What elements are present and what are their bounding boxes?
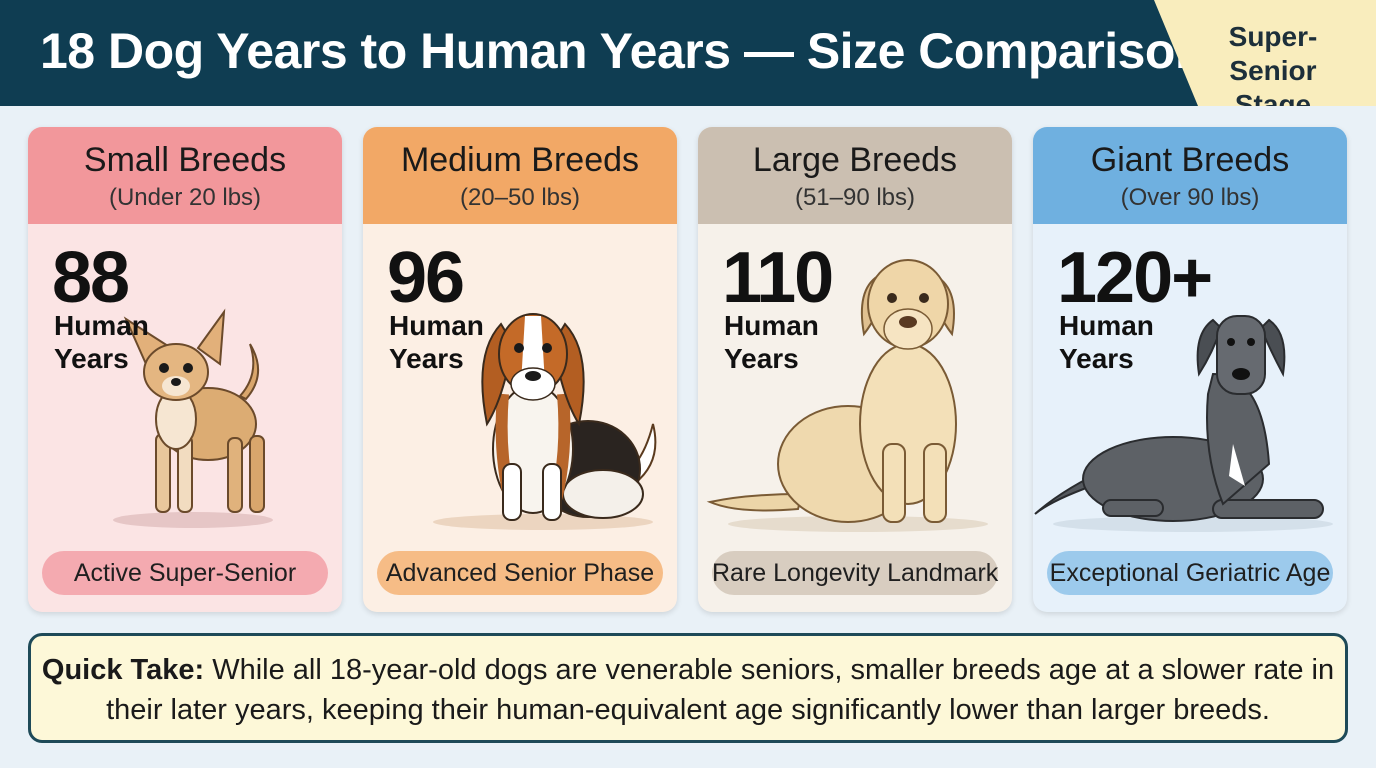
human-label: Human xyxy=(54,310,149,341)
quick-take-label: Quick Take: xyxy=(41,654,205,686)
phase-badge: Exceptional Geriatric Age xyxy=(1047,551,1333,595)
chihuahua-icon xyxy=(113,308,273,528)
human-label: Human xyxy=(389,310,484,341)
human-label: Human xyxy=(724,310,819,341)
header-bar: 18 Dog Years to Human Years — Size Compa… xyxy=(0,0,1376,106)
human-age-value: 120+ xyxy=(1057,238,1213,318)
labrador-icon xyxy=(706,259,988,532)
card-header: Giant Breeds (Over 90 lbs) xyxy=(1033,127,1347,224)
quick-take-text: While all 18-year-old dogs are venerable… xyxy=(106,654,1335,726)
page-title: 18 Dog Years to Human Years — Size Compa… xyxy=(40,23,1205,79)
human-years-label: Human Years xyxy=(1059,309,1154,375)
phase-badge: Active Super-Senior xyxy=(42,551,328,595)
years-label: Years xyxy=(54,343,129,374)
card-title: Small Breeds xyxy=(83,141,287,179)
card-header: Large Breeds (51–90 lbs) xyxy=(698,127,1012,224)
human-years-label: Human Years xyxy=(389,309,484,375)
card-title: Giant Breeds xyxy=(1090,141,1290,179)
human-years-label: Human Years xyxy=(724,309,819,375)
years-label: Years xyxy=(389,343,464,374)
years-label: Years xyxy=(724,343,799,374)
breed-card-small: Small Breeds (Under 20 lbs) 88 Human Yea… xyxy=(28,127,342,612)
human-age-value: 96 xyxy=(387,238,465,318)
card-subtitle: (Under 20 lbs) xyxy=(108,184,262,211)
quick-take-box: Quick Take: While all 18-year-old dogs a… xyxy=(28,633,1348,743)
card-title: Medium Breeds xyxy=(400,141,640,179)
great-dane-icon xyxy=(1034,315,1333,532)
stage-badge: Super-Senior Stage xyxy=(1154,0,1376,106)
phase-badge: Rare Longevity Landmark xyxy=(712,551,998,595)
card-header: Medium Breeds (20–50 lbs) xyxy=(363,127,677,224)
human-years-label: Human Years xyxy=(54,309,149,375)
breed-card-medium: Medium Breeds (20–50 lbs) 96 Human Years… xyxy=(363,127,677,612)
card-subtitle: (Over 90 lbs) xyxy=(1120,184,1260,211)
breed-card-giant: Giant Breeds (Over 90 lbs) 120+ Human Ye… xyxy=(1033,127,1347,612)
stage-badge-label: Super-Senior Stage xyxy=(1228,21,1318,120)
card-subtitle: (20–50 lbs) xyxy=(459,184,581,211)
card-subtitle: (51–90 lbs) xyxy=(794,184,916,211)
card-title: Large Breeds xyxy=(752,141,958,179)
card-header: Small Breeds (Under 20 lbs) xyxy=(28,127,342,224)
phase-badge: Advanced Senior Phase xyxy=(377,551,663,595)
human-age-value: 88 xyxy=(52,238,130,318)
years-label: Years xyxy=(1059,343,1134,374)
human-label: Human xyxy=(1059,310,1154,341)
breed-card-large: Large Breeds (51–90 lbs) 110 Human Years… xyxy=(698,127,1012,612)
beagle-icon xyxy=(433,313,657,530)
human-age-value: 110 xyxy=(722,238,834,318)
